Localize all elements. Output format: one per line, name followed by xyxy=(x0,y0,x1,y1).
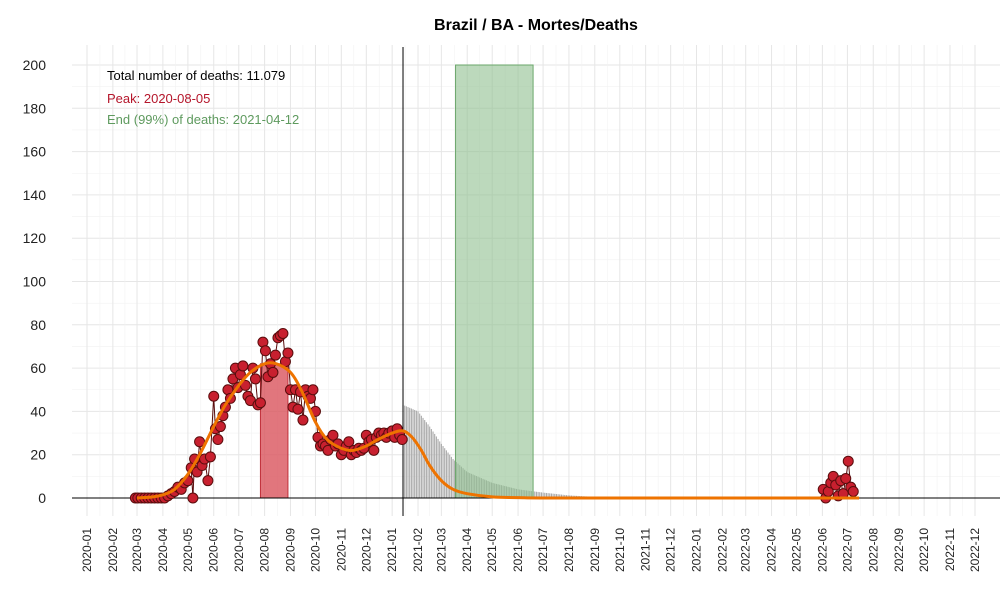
observed-point xyxy=(327,429,339,441)
observed-point xyxy=(840,473,852,485)
end-annotation: End (99%) of deaths: 2021-04-12 xyxy=(107,112,299,127)
x-tick-label: 2022-07 xyxy=(840,528,854,572)
x-tick-label: 2021-06 xyxy=(511,528,525,572)
x-tick-label: 2021-04 xyxy=(460,528,474,572)
fit-line xyxy=(136,361,860,500)
observed-point xyxy=(396,434,408,446)
y-tick-label: 0 xyxy=(38,490,46,506)
observed-point xyxy=(282,347,294,359)
y-tick-label: 80 xyxy=(30,317,46,333)
x-tick-label: 2022-04 xyxy=(765,528,779,572)
y-tick-label: 200 xyxy=(23,57,47,73)
y-tick-label: 40 xyxy=(30,403,46,419)
x-tick-label: 2022-11 xyxy=(943,528,957,571)
x-tick-label: 2020-11 xyxy=(334,528,348,571)
observed-point xyxy=(842,455,854,467)
x-tick-label: 2021-07 xyxy=(536,528,550,572)
y-tick-label: 180 xyxy=(23,100,47,116)
observed-point xyxy=(212,434,224,446)
x-tick-label: 2020-01 xyxy=(80,528,94,572)
observed-point xyxy=(292,403,304,415)
observed-point xyxy=(259,345,271,357)
chart-title: Brazil / BA - Mortes/Deaths xyxy=(434,17,638,34)
x-tick-label: 2020-10 xyxy=(309,528,323,572)
x-tick-label: 2020-12 xyxy=(359,528,373,572)
observed-point xyxy=(307,384,319,396)
x-tick-label: 2020-07 xyxy=(232,528,246,572)
y-tick-label: 60 xyxy=(30,360,46,376)
x-tick-label: 2021-01 xyxy=(385,528,399,572)
x-tick-label: 2020-04 xyxy=(156,528,170,572)
x-tick-label: 2021-05 xyxy=(485,528,499,572)
x-tick-label: 2022-10 xyxy=(917,528,931,572)
y-tick-label: 100 xyxy=(23,274,47,290)
observed-point xyxy=(343,436,355,448)
bands xyxy=(259,64,534,499)
x-tick-label: 2021-12 xyxy=(664,528,678,572)
observed-points xyxy=(129,327,859,504)
peak-annotation: Peak: 2020-08-05 xyxy=(107,91,210,106)
x-tick-label: 2022-12 xyxy=(968,528,982,572)
y-tick-labels: 0 20 40 60 80 100 120 140 160 180 200 xyxy=(23,57,47,506)
observed-point xyxy=(277,327,289,339)
observed-point xyxy=(208,390,220,402)
observed-point xyxy=(847,486,859,498)
x-tick-label: 2020-09 xyxy=(284,528,298,572)
x-tick-label: 2022-01 xyxy=(690,528,704,572)
total-deaths-annotation: Total number of deaths: 11.079 xyxy=(107,68,285,83)
x-tick-label: 2022-02 xyxy=(715,528,729,572)
observed-point xyxy=(267,366,279,378)
peak-band xyxy=(259,363,289,499)
y-tick-label: 120 xyxy=(23,230,47,246)
x-tick-label: 2022-06 xyxy=(815,528,829,572)
observed-point xyxy=(254,397,266,409)
x-tick-label: 2021-08 xyxy=(562,528,576,572)
fit-curve xyxy=(136,361,860,500)
x-tick-label: 2022-09 xyxy=(892,528,906,572)
x-tick-label: 2020-03 xyxy=(130,528,144,572)
x-tick-labels: 2020-01 2020-02 2020-03 2020-04 2020-05 2020-… xyxy=(80,528,982,572)
x-tick-label: 2021-10 xyxy=(613,528,627,572)
observed-point xyxy=(368,444,380,456)
x-tick-label: 2021-11 xyxy=(639,528,653,571)
x-tick-label: 2020-06 xyxy=(207,528,221,572)
y-tick-label: 160 xyxy=(23,144,47,160)
observed-point xyxy=(237,360,249,372)
observed-point xyxy=(187,492,199,504)
observed-point xyxy=(204,451,216,463)
x-tick-label: 2022-08 xyxy=(866,528,880,572)
x-tick-label: 2021-03 xyxy=(434,528,448,572)
y-tick-label: 20 xyxy=(30,447,46,463)
x-tick-label: 2021-09 xyxy=(588,528,602,572)
x-tick-label: 2020-05 xyxy=(181,528,195,572)
observed-point xyxy=(297,414,309,426)
y-tick-label: 140 xyxy=(23,187,47,203)
observed-point xyxy=(202,475,214,487)
x-tick-label: 2020-02 xyxy=(106,528,120,572)
x-tick-label: 2022-05 xyxy=(790,528,804,572)
x-tick-label: 2022-03 xyxy=(739,528,753,572)
observed-point xyxy=(269,349,281,361)
x-tick-label: 2020-08 xyxy=(258,528,272,572)
observed-point xyxy=(249,373,261,385)
end-band xyxy=(455,64,534,499)
x-tick-label: 2021-02 xyxy=(411,528,425,572)
